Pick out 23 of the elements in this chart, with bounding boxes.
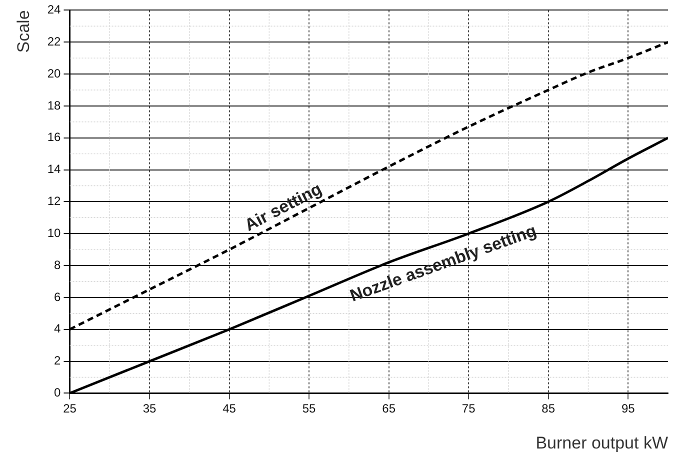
y-tick-label: 20 <box>47 66 62 80</box>
x-tick-label: 25 <box>63 402 77 416</box>
y-tick-label: 24 <box>47 2 62 17</box>
y-tick-label: 16 <box>47 130 62 144</box>
x-tick-label: 85 <box>542 402 556 416</box>
y-tick-label: 6 <box>54 290 62 304</box>
y-tick-label: 4 <box>54 322 62 336</box>
x-tick-label: 55 <box>302 402 316 416</box>
y-tick-label: 2 <box>54 354 62 368</box>
x-axis-title: Burner output kW <box>536 433 668 452</box>
y-tick-label: 0 <box>54 386 62 400</box>
y-tick-label: 10 <box>47 226 62 240</box>
x-tick-label: 65 <box>382 402 396 416</box>
x-tick-label: 75 <box>462 402 476 416</box>
y-tick-label: 12 <box>47 194 62 208</box>
x-tick-label: 45 <box>222 402 236 416</box>
y-axis-title: Scale <box>14 10 33 53</box>
y-tick-label: 8 <box>54 258 62 272</box>
x-tick-label: 35 <box>142 402 157 416</box>
y-tick-label: 18 <box>47 98 62 112</box>
x-tick-label: 95 <box>621 402 636 416</box>
y-tick-label: 22 <box>47 34 62 48</box>
y-tick-label: 14 <box>47 162 62 176</box>
